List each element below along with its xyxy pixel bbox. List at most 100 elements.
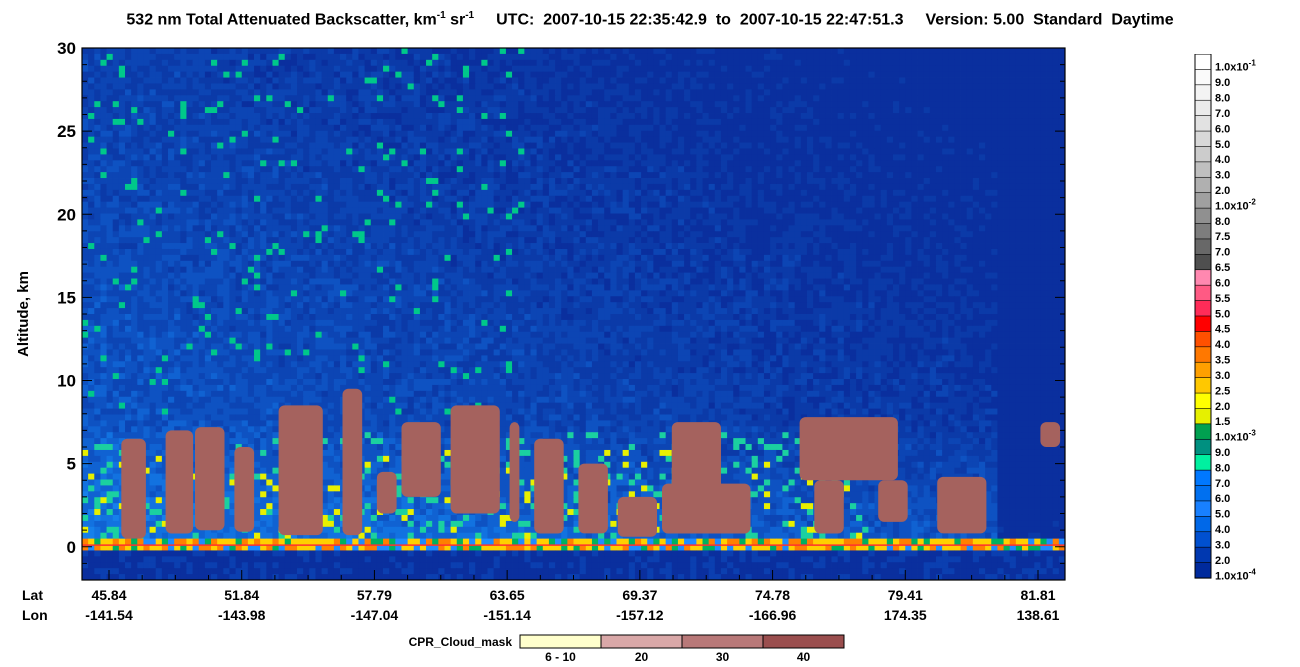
- x-tick-label-lat: 79.41: [888, 587, 923, 603]
- cpr-legend-swatch: [519, 634, 602, 649]
- colorbar-label: 3.0: [1215, 539, 1230, 551]
- colorbar-label: 4.0: [1215, 154, 1230, 166]
- colorbar-label: 7.5: [1215, 231, 1230, 243]
- cloud-mask-region: [278, 405, 323, 536]
- title-product: 532 nm Total Attenuated Backscatter, km: [126, 11, 437, 29]
- colorbar-label: 8.0: [1215, 462, 1230, 474]
- colorbar-label: 6.5: [1215, 262, 1230, 274]
- x-tick-label-lon: -166.96: [749, 607, 797, 623]
- colorbar-frame: [1194, 54, 1212, 579]
- colorbar-label: 7.0: [1215, 478, 1230, 490]
- colorbar-label: 5.0: [1215, 509, 1230, 521]
- colorbar-label: 4.0: [1215, 339, 1230, 351]
- cpr-legend-swatch: [600, 634, 683, 649]
- colorbar-label: 1.0x10-2: [1215, 197, 1256, 212]
- colorbar-label: 3.0: [1215, 170, 1230, 182]
- x-row-label-lon: Lon: [22, 607, 48, 623]
- cloud-mask-region: [376, 471, 397, 514]
- cloud-mask-region: [662, 483, 751, 534]
- colorbar-label: 4.5: [1215, 324, 1230, 336]
- y-tick-label: 20: [57, 205, 76, 224]
- colorbar-label: 5.0: [1215, 139, 1230, 151]
- x-tick-label-lon: 174.35: [884, 607, 927, 623]
- y-tick-label: 10: [57, 372, 76, 391]
- title-unit-exp-1: -1: [436, 10, 446, 21]
- x-tick-label-lat: 81.81: [1020, 587, 1055, 603]
- chart-title: 532 nm Total Attenuated Backscatter, km-…: [0, 10, 1300, 29]
- cpr-legend-label: 40: [797, 650, 811, 664]
- colorbar-label: 5.5: [1215, 293, 1230, 305]
- title-to-label: to: [715, 11, 731, 29]
- colorbar-label: 4.0: [1215, 524, 1230, 536]
- title-utc-label: UTC:: [496, 11, 535, 29]
- cloud-mask-region: [121, 438, 146, 539]
- cloud-mask-region: [814, 480, 844, 534]
- cloud-mask-region: [578, 463, 608, 534]
- colorbar-label: 7.0: [1215, 247, 1230, 259]
- cloud-mask-region: [878, 480, 908, 522]
- cloud-mask-overlay: [82, 388, 1065, 546]
- cpr-legend-label: 6 - 10: [545, 650, 576, 664]
- cloud-mask-region: [195, 427, 225, 531]
- colorbar-label: 2.5: [1215, 385, 1230, 397]
- x-tick-label-lat: 51.84: [224, 587, 259, 603]
- cpr-legend-title: CPR_Cloud_mask: [409, 635, 513, 649]
- y-tick-label: 25: [57, 122, 76, 141]
- x-tick-label-lon: -147.04: [351, 607, 399, 623]
- colorbar-label: 2.0: [1215, 555, 1230, 567]
- colorbar-label: 9.0: [1215, 77, 1230, 89]
- title-utc-start: 2007-10-15 22:35:42.9: [543, 11, 707, 29]
- x-tick-label-lon: -157.12: [616, 607, 664, 623]
- cloud-mask-region: [509, 422, 520, 522]
- colorbar-label: 8.0: [1215, 93, 1230, 105]
- x-row-label-lat: Lat: [22, 587, 43, 603]
- y-tick-label: 15: [57, 288, 76, 307]
- cpr-legend-swatch: [762, 634, 845, 649]
- cpr-legend-label: 20: [635, 650, 649, 664]
- cpr-legend-swatch: [681, 634, 764, 649]
- cloud-mask-region: [617, 496, 657, 537]
- title-unit-sr: sr: [445, 11, 466, 29]
- cloud-mask-region: [342, 388, 363, 536]
- x-tick-label-lat: 45.84: [91, 587, 126, 603]
- cloud-mask-region: [450, 405, 500, 514]
- cloud-mask-region: [937, 476, 987, 534]
- x-tick-label-lat: 74.78: [755, 587, 790, 603]
- cloud-mask-region: [1040, 422, 1061, 447]
- colorbar-label: 6.0: [1215, 277, 1230, 289]
- x-tick-label-lon: -141.54: [85, 607, 133, 623]
- title-unit-exp-2: -1: [465, 10, 475, 21]
- y-tick-label: 0: [67, 538, 76, 557]
- cpr-legend-label: 30: [716, 650, 730, 664]
- colorbar-label: 9.0: [1215, 447, 1230, 459]
- title-time-of-day: Daytime: [1111, 11, 1174, 29]
- title-utc-end: 2007-10-15 22:47:51.3: [739, 11, 904, 29]
- colorbar-label: 3.5: [1215, 355, 1230, 367]
- cloud-mask-region: [534, 438, 564, 534]
- colorbar-label: 2.0: [1215, 401, 1230, 413]
- colorbar-label: 6.0: [1215, 123, 1230, 135]
- cloud-mask-region: [401, 422, 441, 497]
- cloud-mask-region: [799, 417, 898, 481]
- colorbar-label: 1.0x10-3: [1215, 429, 1256, 444]
- y-tick-label: 30: [57, 39, 76, 58]
- title-mode: Standard: [1033, 11, 1103, 29]
- x-tick-label-lat: 57.79: [357, 587, 392, 603]
- cloud-mask-region: [165, 430, 194, 534]
- title-version: Version: 5.00: [925, 11, 1025, 29]
- x-tick-label-lat: 63.65: [490, 587, 525, 603]
- x-tick-label-lon: -143.98: [218, 607, 266, 623]
- colorbar-label: 6.0: [1215, 493, 1230, 505]
- x-tick-label-lon: 138.61: [1017, 607, 1060, 623]
- x-tick-label-lon: -151.14: [483, 607, 531, 623]
- colorbar-label: 7.0: [1215, 108, 1230, 120]
- backscatter-colorbar: 1.0x10-19.08.07.06.05.04.03.02.01.0x10-2…: [1194, 54, 1256, 582]
- colorbar-label: 1.5: [1215, 416, 1230, 428]
- cloud-mask-region: [234, 447, 255, 532]
- colorbar-label: 2.0: [1215, 185, 1230, 197]
- plot-axes: 0 5 10 15 20 25 30 Altitude, km 45.84 -141.54 51.8…: [15, 39, 1066, 623]
- colorbar-label: 3.0: [1215, 370, 1230, 382]
- colorbar-label: 1.0x10-1: [1215, 59, 1256, 74]
